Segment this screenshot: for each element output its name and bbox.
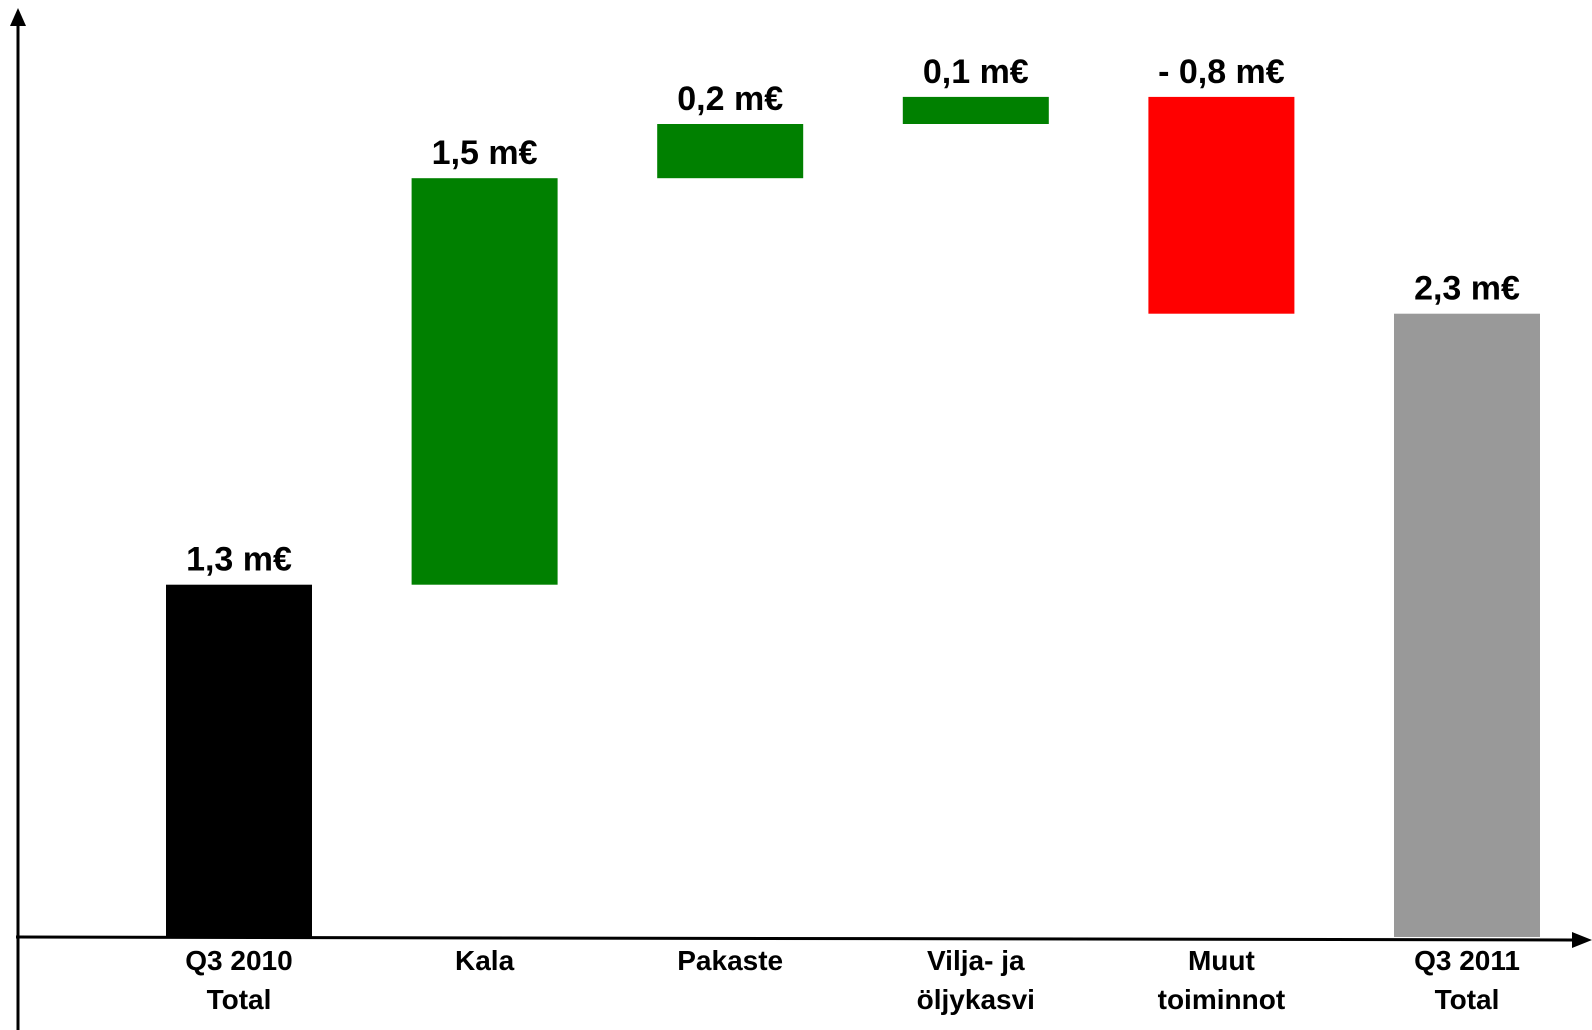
category-label: Q3 2011 Total	[1414, 945, 1520, 1015]
bars	[166, 96, 1540, 937]
category-label: Kala	[455, 945, 515, 976]
bar-value-label: 1,5 m€	[432, 134, 538, 172]
category-label-line: Total	[1435, 984, 1500, 1015]
category-label: Pakaste	[677, 945, 783, 976]
x-axis-arrow	[1572, 932, 1592, 948]
category-label-line: Vilja- ja	[927, 945, 1025, 976]
category-label-line: Q3 2011	[1414, 945, 1520, 976]
category-label-line: öljykasvi	[917, 984, 1035, 1015]
category-labels: Q3 2010 Total Kala Pakaste Vilja- ja öljykasv…	[185, 945, 1520, 1015]
bar-total	[1394, 313, 1540, 937]
bar-value-label: 0,2 m€	[677, 80, 783, 118]
axes	[10, 8, 1592, 1030]
bar-value-label: 1,3 m€	[186, 541, 292, 579]
bar-total	[166, 584, 312, 937]
category-label: Q3 2010 Total	[185, 945, 292, 1015]
category-label-line: toiminnot	[1158, 984, 1286, 1015]
category-label-line: Muut	[1188, 945, 1255, 976]
category-label: Muut toiminnot	[1158, 945, 1286, 1015]
category-label: Vilja- ja öljykasvi	[917, 945, 1035, 1015]
x-axis	[15, 935, 1573, 942]
bar-value-label: 0,1 m€	[923, 53, 1029, 91]
value-labels: 1,3 m€ 1,5 m€ 0,2 m€ 0,1 m€ - 0,8 m€ 2,3 m€	[186, 53, 1520, 579]
bar-decrease	[1148, 96, 1295, 314]
category-label-line: Q3 2010	[185, 945, 292, 976]
category-label-line: Total	[207, 984, 272, 1015]
bar-increase	[657, 124, 804, 179]
category-label-line: Pakaste	[677, 945, 783, 976]
bar-increase	[411, 178, 558, 585]
bar-value-label: - 0,8 m€	[1158, 53, 1285, 91]
y-axis-arrow	[10, 8, 26, 26]
category-label-line: Kala	[455, 945, 515, 976]
bar-increase	[902, 96, 1049, 124]
bar-value-label: 2,3 m€	[1414, 270, 1520, 308]
